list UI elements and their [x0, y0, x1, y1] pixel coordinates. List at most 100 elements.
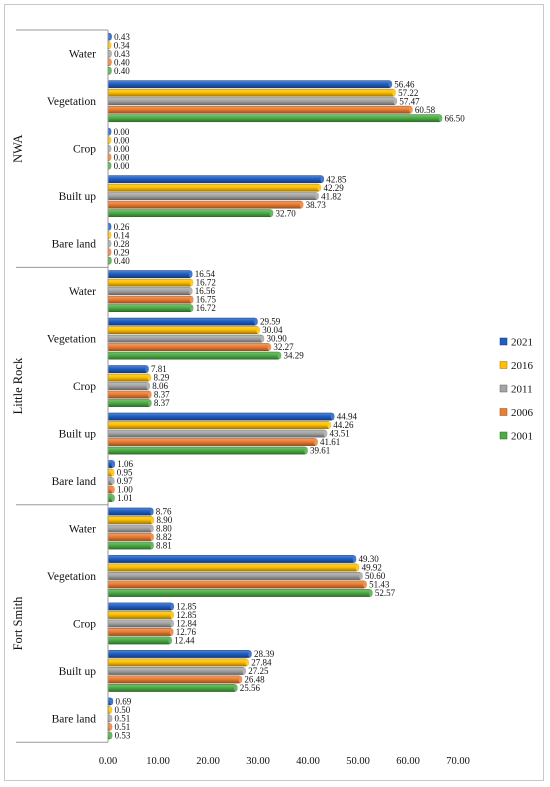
bar-cap [108, 714, 113, 723]
bar-cap [245, 658, 249, 667]
bar [107, 365, 148, 373]
legend-swatch [499, 408, 508, 416]
category-label: Crop [73, 381, 96, 393]
value-label: 0.51 [115, 714, 131, 724]
value-label: 16.56 [195, 286, 216, 296]
value-label: 0.69 [115, 697, 131, 707]
category-label: Water [69, 524, 96, 536]
bar [107, 183, 320, 192]
value-label: 12.44 [174, 636, 195, 646]
bar-cap [304, 446, 308, 455]
value-label: 42.29 [323, 183, 344, 193]
legend-label: 2001 [511, 431, 533, 443]
bar-cap [238, 675, 243, 684]
x-tick-label: 30.00 [246, 756, 270, 767]
bar-cap [107, 136, 112, 144]
bar-cap [145, 365, 149, 373]
value-label: 30.90 [267, 334, 288, 344]
bar [107, 524, 153, 533]
bar-cap [150, 516, 155, 524]
bar-cap [108, 731, 113, 740]
bar-cap [147, 374, 152, 382]
value-label: 0.14 [114, 230, 130, 240]
bar-cap [269, 209, 274, 217]
bar-cap [108, 723, 113, 731]
legend-label: 2016 [511, 360, 534, 372]
value-label: 12.76 [176, 627, 197, 637]
category-label: Vegetation [47, 96, 96, 108]
bar-cap [267, 343, 272, 351]
value-label: 27.84 [251, 658, 272, 668]
bar-cap [107, 162, 112, 170]
bar-cap [314, 438, 318, 446]
bar [107, 334, 263, 343]
bar [107, 192, 318, 201]
value-label: 32.27 [273, 342, 294, 352]
value-label: 8.29 [153, 373, 169, 383]
bar [107, 295, 192, 304]
bar-cap [108, 257, 112, 265]
bar-cap [355, 563, 360, 572]
x-tick-label: 10.00 [146, 756, 170, 767]
bar-cap [108, 33, 112, 41]
bar [107, 675, 241, 684]
bar-cap [438, 114, 443, 122]
bar-cap [315, 192, 319, 200]
bar-cap [150, 541, 154, 550]
bar [107, 382, 149, 390]
value-label: 30.04 [262, 325, 283, 335]
value-label: 60.58 [415, 105, 436, 115]
value-label: 0.40 [114, 57, 130, 67]
bar [107, 412, 333, 421]
bar [107, 429, 326, 438]
bar [107, 175, 323, 184]
bar-cap [189, 304, 194, 312]
bar [107, 611, 173, 619]
value-label: 1.00 [117, 485, 133, 495]
bar-cap [234, 684, 238, 692]
bar-cap [111, 485, 115, 494]
value-label: 50.60 [365, 571, 386, 581]
bar [107, 105, 412, 114]
bar [107, 684, 237, 692]
category-label: Water [69, 49, 96, 61]
legend-swatch [499, 361, 508, 369]
x-tick-label: 40.00 [296, 756, 320, 767]
value-label: 0.97 [117, 476, 133, 486]
bar-cap [409, 106, 413, 114]
bar-cap [150, 533, 154, 541]
value-label: 0.53 [115, 731, 131, 741]
value-label: 49.30 [359, 554, 380, 564]
value-label: 34.29 [283, 351, 304, 361]
region-label: Little Rock [11, 357, 25, 414]
value-label: 7.81 [151, 364, 167, 374]
bar-cap [317, 184, 322, 192]
category-label: Built up [59, 429, 97, 441]
bar [107, 589, 372, 597]
bar-cap [189, 287, 193, 295]
value-label: 52.57 [375, 588, 396, 598]
bar-cap [107, 153, 112, 161]
value-label: 57.22 [398, 88, 418, 98]
legend-label: 2021 [511, 337, 533, 349]
value-label: 41.61 [320, 437, 340, 447]
bar [107, 351, 280, 360]
bar-cap [189, 296, 194, 304]
value-label: 28.39 [254, 649, 275, 659]
bar [107, 572, 362, 580]
bar-cap [111, 477, 115, 485]
bar-cap [277, 352, 282, 360]
bar-cap [188, 270, 193, 278]
bar [107, 304, 192, 312]
value-label: 8.81 [156, 541, 172, 551]
bar-cap [107, 145, 112, 153]
bar [107, 507, 153, 516]
value-label: 1.01 [117, 493, 133, 503]
value-label: 8.82 [156, 532, 172, 542]
bar-cap [110, 468, 115, 477]
value-label: 0.40 [114, 66, 130, 76]
value-label: 0.00 [114, 127, 130, 137]
value-label: 8.37 [154, 398, 170, 408]
bar [107, 628, 173, 636]
value-label: 51.43 [369, 580, 390, 590]
